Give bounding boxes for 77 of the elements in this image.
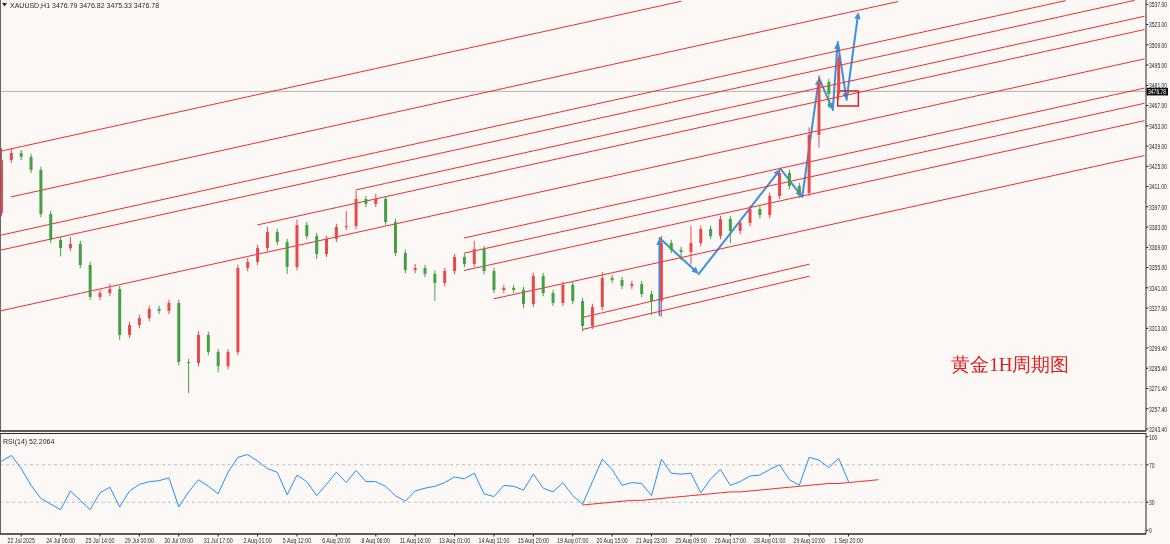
candlestick <box>59 236 63 257</box>
candlestick <box>768 192 772 219</box>
y-tick-label: 3453.00 <box>1149 121 1168 130</box>
candlestick <box>157 305 161 315</box>
candlestick <box>364 195 368 208</box>
candlestick <box>98 289 102 301</box>
candlestick <box>265 226 269 252</box>
y-tick-label: 3257.40 <box>1149 404 1168 413</box>
candlestick <box>728 215 732 244</box>
y-tick-label: 3271.40 <box>1149 384 1168 393</box>
candlestick <box>689 225 693 266</box>
y-tick-label: 3243.40 <box>1149 424 1168 433</box>
y-tick-label: 70 <box>1149 460 1156 469</box>
y-tick-label: 3481.00 <box>1149 81 1168 90</box>
y-tick-label: 3495.00 <box>1149 61 1168 70</box>
candlestick <box>29 153 33 174</box>
candlestick <box>748 205 752 227</box>
candlestick <box>216 348 220 373</box>
y-tick-label: 3425.00 <box>1149 162 1168 171</box>
candlestick <box>344 210 348 231</box>
line-series <box>257 29 1145 226</box>
candlestick <box>492 267 496 294</box>
y-tick-label: 3299.40 <box>1149 343 1168 352</box>
candlestick <box>610 274 614 284</box>
candlestick <box>472 240 476 268</box>
y-tick-label: 3397.00 <box>1149 202 1168 211</box>
candlestick <box>561 281 565 307</box>
line-series <box>1 58 1145 312</box>
y-tick-label: 3467.00 <box>1149 101 1168 110</box>
y-tick-label: 3537.00 <box>1149 0 1168 9</box>
candlestick <box>423 264 427 278</box>
candlestick <box>571 281 575 305</box>
line-series <box>1 0 682 152</box>
y-tick-label: 3523.00 <box>1149 20 1168 29</box>
candlestick <box>433 270 437 302</box>
candlestick <box>443 267 447 287</box>
candlestick <box>699 225 703 247</box>
candlestick <box>718 215 722 240</box>
y-tick-label: 3313.00 <box>1149 324 1168 333</box>
candlestick <box>650 290 654 316</box>
y-tick-label: 3411.00 <box>1149 182 1168 191</box>
y-tick-label: 3327.00 <box>1149 304 1168 313</box>
candlestick <box>541 272 545 297</box>
y-tick-label: 3341.00 <box>1149 283 1168 292</box>
y-tick-label: 3509.00 <box>1149 40 1168 49</box>
candlestick <box>334 223 338 243</box>
line-series <box>1 454 850 511</box>
y-tick-label: 30 <box>1149 498 1156 507</box>
y-tick-label: 3439.00 <box>1149 142 1168 151</box>
candlestick <box>325 235 329 258</box>
annotation: 黄金1H周期图 <box>951 353 1070 375</box>
candlestick <box>453 253 457 275</box>
y-tick-label: 3369.00 <box>1149 243 1168 252</box>
line-series <box>582 479 879 506</box>
candlestick <box>78 240 82 269</box>
candlestick <box>620 276 624 290</box>
candlestick <box>403 249 407 274</box>
candlestick <box>679 246 683 261</box>
line-series <box>10 1 899 198</box>
candlestick <box>482 245 486 275</box>
line-series <box>463 120 1145 271</box>
candlestick <box>384 195 388 226</box>
candlestick <box>315 232 319 260</box>
y-tick-label: 0 <box>1149 526 1153 535</box>
line-series <box>355 15 1145 191</box>
line-series <box>582 275 810 330</box>
y-tick-label: 3383.00 <box>1149 223 1168 232</box>
candlestick <box>206 331 210 356</box>
candlestick <box>187 358 191 394</box>
y-tick-label: 100 <box>1149 432 1158 441</box>
candlestick <box>256 244 260 266</box>
candlestick <box>590 303 594 330</box>
y-tick-label: 3355.00 <box>1149 263 1168 272</box>
candlestick <box>226 348 230 370</box>
candlestick <box>758 205 762 219</box>
candlestick <box>522 286 525 309</box>
y-tick-label: 3285.40 <box>1149 364 1168 373</box>
